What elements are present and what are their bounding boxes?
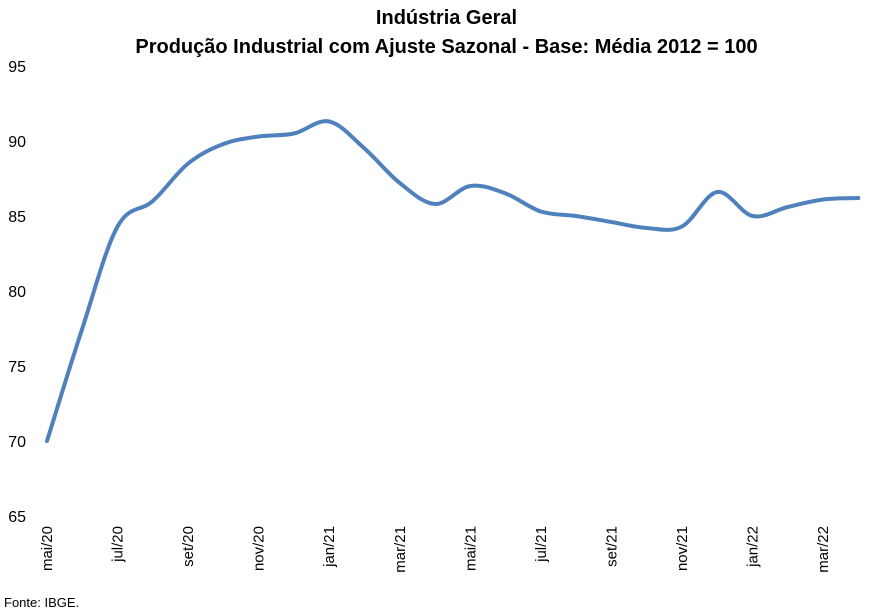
data-point bbox=[856, 196, 860, 200]
x-tick-label: nov/21 bbox=[674, 526, 691, 571]
data-point bbox=[433, 202, 437, 206]
x-tick-label: jan/21 bbox=[321, 526, 338, 568]
x-tick-label: set/21 bbox=[603, 526, 620, 567]
x-tick-label: set/20 bbox=[180, 526, 197, 567]
data-point bbox=[504, 192, 508, 196]
data-point bbox=[821, 198, 825, 202]
y-tick-label: 70 bbox=[8, 434, 26, 451]
y-tick-label: 75 bbox=[8, 359, 26, 376]
x-tick-label: nov/20 bbox=[251, 526, 268, 571]
data-point bbox=[151, 199, 155, 203]
x-tick-label: mar/21 bbox=[392, 526, 409, 573]
data-point bbox=[468, 184, 472, 188]
y-tick-label: 65 bbox=[8, 509, 26, 526]
data-point bbox=[80, 327, 84, 331]
data-point bbox=[398, 181, 402, 185]
series-line bbox=[45, 119, 861, 443]
data-point bbox=[680, 225, 684, 229]
y-tick-label: 80 bbox=[8, 284, 26, 301]
y-tick-label: 90 bbox=[8, 134, 26, 151]
data-point bbox=[786, 205, 790, 209]
y-tick-label: 85 bbox=[8, 209, 26, 226]
data-point bbox=[45, 439, 49, 443]
x-tick-label: jul/21 bbox=[533, 526, 550, 563]
data-point bbox=[751, 214, 755, 218]
data-point bbox=[362, 147, 366, 151]
chart-title: Indústria Geral bbox=[375, 7, 518, 29]
data-point bbox=[292, 132, 296, 136]
data-point bbox=[715, 190, 719, 194]
x-tick-label: mai/20 bbox=[39, 526, 56, 571]
x-tick-label: jul/20 bbox=[110, 526, 127, 563]
y-tick-label: 95 bbox=[8, 59, 26, 76]
data-point bbox=[327, 120, 331, 124]
data-point bbox=[609, 220, 613, 224]
x-tick-label: jan/22 bbox=[745, 526, 762, 568]
chart-subtitle: Produção Industrial com Ajuste Sazonal -… bbox=[135, 36, 758, 58]
source-note: Fonte: IBGE. bbox=[4, 595, 80, 610]
data-point bbox=[221, 142, 225, 146]
data-point bbox=[574, 214, 578, 218]
data-point bbox=[539, 210, 543, 214]
data-point bbox=[116, 225, 120, 229]
x-tick-label: mai/21 bbox=[462, 526, 479, 571]
data-point bbox=[645, 226, 649, 230]
data-point bbox=[257, 135, 261, 139]
x-tick-label: mar/22 bbox=[815, 526, 832, 573]
data-point bbox=[186, 162, 190, 166]
